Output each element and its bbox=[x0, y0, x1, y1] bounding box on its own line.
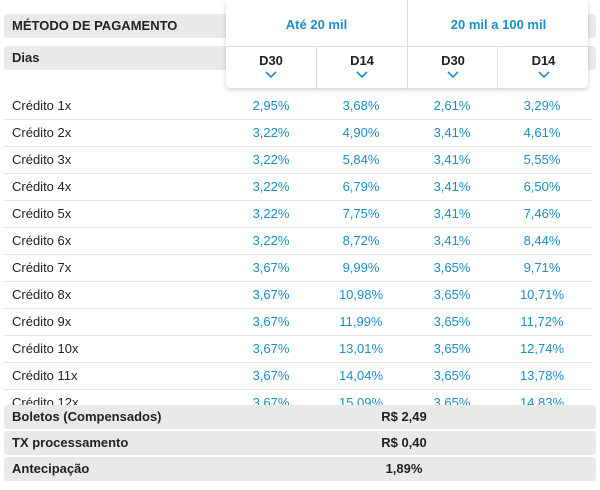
chevron-down-icon bbox=[537, 71, 550, 79]
rate-cell: 10,71% bbox=[519, 287, 565, 302]
column-header-d30-group2[interactable]: D30 bbox=[407, 46, 498, 89]
row-label: Crédito 10x bbox=[12, 341, 79, 356]
rate-cell: 4,61% bbox=[523, 125, 561, 140]
rate-cell: 3,67% bbox=[252, 287, 290, 302]
row-label: Crédito 8x bbox=[12, 287, 72, 302]
table-row: Crédito 9x 3,67% 11,99% 3,65% 11,72% bbox=[4, 309, 592, 336]
rate-cell: 3,65% bbox=[433, 260, 471, 275]
rate-cell: 7,75% bbox=[342, 206, 380, 221]
days-header: Dias bbox=[4, 46, 226, 70]
chevron-down-icon bbox=[356, 71, 368, 79]
rate-cell: 4,90% bbox=[342, 125, 380, 140]
footer-value: R$ 2,49 bbox=[381, 409, 427, 424]
plan-header-card: Até 20 mil 20 mil a 100 mil D30 D14 D30 … bbox=[226, 0, 589, 89]
rate-cell: 3,67% bbox=[252, 368, 290, 383]
table-row: Crédito 10x 3,67% 13,01% 3,65% 12,74% bbox=[4, 336, 592, 363]
footer-label: Boletos (Compensados) bbox=[12, 409, 162, 424]
row-label: Crédito 5x bbox=[12, 206, 72, 221]
row-label: Crédito 3x bbox=[12, 152, 72, 167]
column-header-d14-group1[interactable]: D14 bbox=[316, 46, 407, 89]
rate-cell: 2,61% bbox=[433, 98, 471, 113]
row-label: Crédito 9x bbox=[12, 314, 72, 329]
rate-cell: 3,65% bbox=[433, 368, 471, 383]
rate-cell: 9,71% bbox=[523, 260, 561, 275]
group-header-up-to-20k: Até 20 mil bbox=[285, 17, 348, 32]
column-header-label: D30 bbox=[441, 53, 465, 68]
method-header: MÉTODO DE PAGAMENTO bbox=[4, 14, 226, 38]
rate-cell: 3,29% bbox=[523, 98, 561, 113]
column-header-label: D30 bbox=[259, 53, 283, 68]
table-row: Crédito 5x 3,22% 7,75% 3,41% 7,46% bbox=[4, 201, 592, 228]
row-label: Crédito 6x bbox=[12, 233, 72, 248]
row-label: Crédito 7x bbox=[12, 260, 72, 275]
rate-cell: 13,78% bbox=[519, 368, 565, 383]
rate-cell: 12,74% bbox=[519, 341, 565, 356]
group-header-20k-to-100k: 20 mil a 100 mil bbox=[407, 0, 589, 46]
rate-cell: 9,99% bbox=[342, 260, 380, 275]
footer-value: 1,89% bbox=[385, 461, 423, 476]
table-row: Crédito 1x 2,95% 3,68% 2,61% 3,29% bbox=[4, 93, 592, 120]
table-row: Crédito 3x 3,22% 5,84% 3,41% 5,55% bbox=[4, 147, 592, 174]
rate-cell: 5,55% bbox=[523, 152, 561, 167]
rate-cell: 3,22% bbox=[252, 179, 290, 194]
row-label: Crédito 1x bbox=[12, 98, 72, 113]
rate-cell: 3,22% bbox=[252, 125, 290, 140]
column-header-d14-group2[interactable]: D14 bbox=[497, 46, 589, 89]
chevron-down-icon bbox=[447, 71, 459, 79]
table-row: Crédito 11x 3,67% 14,04% 3,65% 13,78% bbox=[4, 363, 592, 390]
row-label: Crédito 2x bbox=[12, 125, 72, 140]
rate-cell: 3,41% bbox=[433, 125, 471, 140]
column-header-label: D14 bbox=[531, 53, 556, 68]
rate-cell: 3,22% bbox=[252, 233, 290, 248]
rate-cell: 14,04% bbox=[338, 368, 384, 383]
rate-cell: 3,22% bbox=[252, 152, 290, 167]
method-header-label: MÉTODO DE PAGAMENTO bbox=[12, 18, 178, 33]
rate-cell: 8,44% bbox=[523, 233, 561, 248]
rate-cell: 3,65% bbox=[433, 287, 471, 302]
footer-label: TX processamento bbox=[12, 435, 129, 450]
rate-cell: 3,41% bbox=[433, 206, 471, 221]
rate-cell: 3,65% bbox=[433, 314, 471, 329]
column-header-d30-group1[interactable]: D30 bbox=[226, 46, 316, 89]
table-row: Crédito 8x 3,67% 10,98% 3,65% 10,71% bbox=[4, 282, 592, 309]
rate-cell: 11,72% bbox=[520, 314, 564, 329]
rate-cell: 3,41% bbox=[433, 152, 471, 167]
rate-cell: 8,72% bbox=[342, 233, 380, 248]
row-label: Crédito 4x bbox=[12, 179, 72, 194]
rate-cell: 11,99% bbox=[339, 314, 383, 329]
chevron-down-icon bbox=[265, 71, 277, 79]
footer-row-tx-processamento: TX processamento R$ 0,40 bbox=[4, 431, 596, 455]
rate-cell: 5,84% bbox=[342, 152, 380, 167]
rate-rows: Crédito 1x 2,95% 3,68% 2,61% 3,29% Crédi… bbox=[4, 93, 592, 417]
footer-row-boletos: Boletos (Compensados) R$ 2,49 bbox=[4, 405, 596, 429]
table-row: Crédito 6x 3,22% 8,72% 3,41% 8,44% bbox=[4, 228, 592, 255]
rate-cell: 6,50% bbox=[523, 179, 561, 194]
footer-row-antecipacao: Antecipação 1,89% bbox=[4, 457, 596, 481]
rate-cell: 3,67% bbox=[252, 260, 290, 275]
footer-value: R$ 0,40 bbox=[381, 435, 427, 450]
rate-cell: 3,65% bbox=[433, 341, 471, 356]
rate-cell: 3,68% bbox=[342, 98, 380, 113]
row-label: Crédito 11x bbox=[12, 368, 78, 383]
rate-cell: 6,79% bbox=[342, 179, 380, 194]
rate-cell: 13,01% bbox=[338, 341, 384, 356]
table-row: Crédito 2x 3,22% 4,90% 3,41% 4,61% bbox=[4, 120, 592, 147]
rate-cell: 7,46% bbox=[523, 206, 561, 221]
rate-cell: 10,98% bbox=[338, 287, 384, 302]
rate-cell: 3,67% bbox=[252, 341, 290, 356]
rate-cell: 3,41% bbox=[433, 179, 471, 194]
table-row: Crédito 4x 3,22% 6,79% 3,41% 6,50% bbox=[4, 174, 592, 201]
days-header-label: Dias bbox=[12, 50, 40, 65]
rate-cell: 3,22% bbox=[252, 206, 290, 221]
column-header-label: D14 bbox=[350, 53, 374, 68]
footer-label: Antecipação bbox=[12, 461, 90, 476]
table-row: Crédito 7x 3,67% 9,99% 3,65% 9,71% bbox=[4, 255, 592, 282]
rate-cell: 3,67% bbox=[252, 314, 290, 329]
rate-cell: 3,41% bbox=[433, 233, 471, 248]
rate-cell: 2,95% bbox=[252, 98, 290, 113]
